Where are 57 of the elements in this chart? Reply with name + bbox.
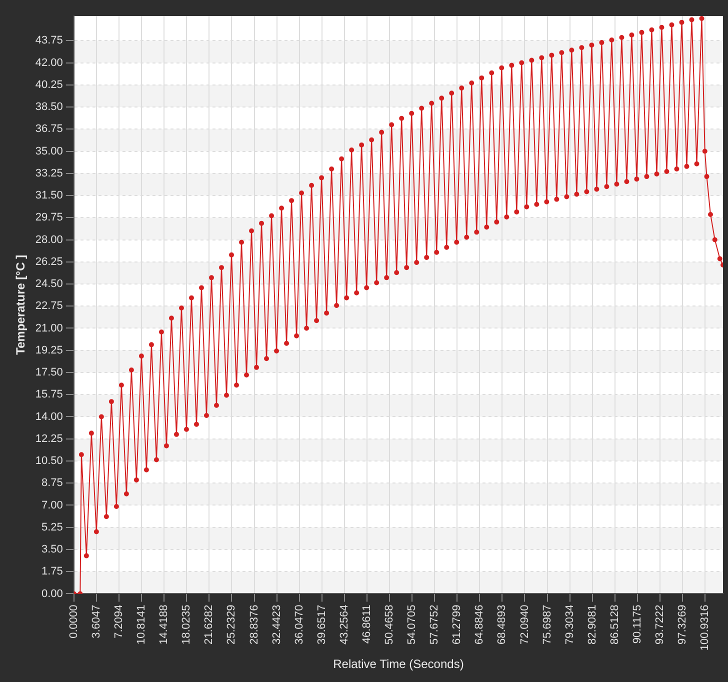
y-tick-label: 26.25	[35, 256, 63, 268]
y-tick-label: 38.50	[35, 101, 63, 114]
x-tick-label: 86.5128	[608, 604, 621, 644]
y-tick-label: 22.75	[35, 300, 63, 312]
x-tick-label: 68.4893	[496, 604, 508, 644]
y-tick-label: 12.25	[35, 432, 63, 445]
y-tick-label: 43.75	[35, 34, 63, 47]
y-tick-label: 36.75	[35, 123, 63, 136]
x-tick-label: 100.9316	[699, 604, 712, 651]
x-tick-label: 7.2094	[113, 604, 126, 638]
x-tick-label: 0.0000	[68, 604, 80, 638]
x-tick-label: 10.8141	[136, 604, 148, 644]
y-tick-label: 19.25	[35, 344, 63, 356]
x-tick-label: 54.0705	[406, 604, 418, 644]
y-tick-label: 33.25	[35, 167, 63, 180]
x-tick-label: 93.7222	[654, 604, 666, 644]
y-tick-label: 28.00	[35, 234, 63, 246]
x-tick-label: 36.0470	[293, 604, 306, 644]
x-tick-label: 46.8611	[360, 604, 373, 644]
y-tick-label: 8.75	[42, 477, 63, 490]
y-tick-label: 24.50	[35, 278, 63, 290]
x-tick-label: 43.2564	[338, 604, 350, 644]
x-tick-label: 32.4423	[270, 604, 283, 644]
y-tick-label: 21.00	[35, 322, 63, 334]
x-tick-label: 82.9081	[586, 604, 598, 644]
y-tick-label: 7.00	[42, 499, 63, 512]
y-tick-label: 3.50	[42, 544, 63, 556]
x-tick-label: 97.3269	[676, 604, 689, 644]
x-tick-label: 90.1175	[631, 604, 644, 644]
y-axis-title: Temperature [°C ]	[14, 254, 28, 355]
x-tick-label: 64.8846	[474, 604, 486, 644]
x-tick-label: 21.6282	[203, 604, 216, 644]
y-tick-label: 35.00	[35, 145, 63, 158]
x-tick-label: 79.3034	[564, 604, 576, 644]
y-tick-label: 42.00	[35, 56, 63, 69]
x-tick-label: 57.6752	[428, 604, 441, 644]
y-tick-label: 40.25	[35, 78, 63, 91]
x-tick-label: 75.6987	[541, 604, 554, 644]
y-tick-label: 0.00	[42, 588, 63, 600]
y-tick-label: 17.50	[35, 366, 63, 379]
y-tick-label: 31.50	[35, 190, 63, 202]
x-tick-label: 50.4658	[384, 604, 396, 644]
y-tick-label: 29.75	[35, 212, 63, 224]
x-tick-label: 25.2329	[226, 604, 238, 644]
x-tick-label: 39.6517	[316, 604, 328, 644]
x-tick-label: 72.0940	[518, 604, 531, 644]
x-tick-label: 14.4188	[158, 604, 170, 644]
x-tick-label: 61.2799	[451, 604, 464, 644]
x-tick-label: 3.6047	[90, 604, 102, 638]
y-tick-label: 1.75	[42, 566, 63, 578]
y-tick-label: 5.25	[42, 521, 63, 534]
y-tick-label: 14.00	[35, 410, 63, 423]
y-tick-label: 10.50	[35, 455, 63, 468]
x-tick-label: 28.8376	[248, 604, 260, 644]
y-tick-label: 15.75	[35, 388, 63, 401]
x-tick-label: 18.0235	[180, 604, 193, 644]
x-axis-title: Relative Time (Seconds)	[333, 657, 464, 672]
